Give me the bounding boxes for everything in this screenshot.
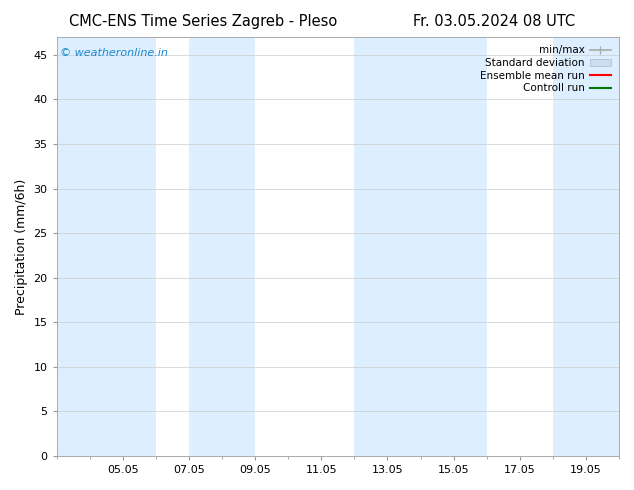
- Bar: [420, 37, 487, 456]
- Bar: [56, 37, 156, 456]
- Text: CMC-ENS Time Series Zagreb - Pleso: CMC-ENS Time Series Zagreb - Pleso: [68, 14, 337, 29]
- Text: Fr. 03.05.2024 08 UTC: Fr. 03.05.2024 08 UTC: [413, 14, 576, 29]
- Bar: [189, 37, 255, 456]
- Bar: [354, 37, 420, 456]
- Y-axis label: Precipitation (mm/6h): Precipitation (mm/6h): [15, 178, 28, 315]
- Legend: min/max, Standard deviation, Ensemble mean run, Controll run: min/max, Standard deviation, Ensemble me…: [477, 42, 614, 97]
- Bar: [553, 37, 619, 456]
- Text: © weatheronline.in: © weatheronline.in: [60, 48, 167, 57]
